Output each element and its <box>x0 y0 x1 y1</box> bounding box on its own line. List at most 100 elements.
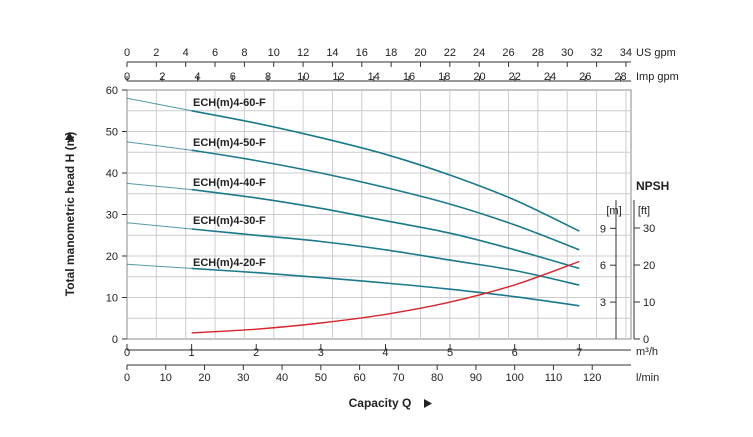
curve-label-ECH(m)4-20-F: ECH(m)4-20-F <box>193 257 266 269</box>
m3h-tick-label: 5 <box>447 347 453 359</box>
npsh-curve <box>191 260 580 334</box>
lmin-tick-label: 110 <box>545 372 563 384</box>
npsh-m-unit: [m] <box>606 205 621 217</box>
imp-gpm-tick-label: 4 <box>194 71 200 83</box>
head-curve-ECH(m)4-20-F-lowflow <box>126 263 192 269</box>
imp-gpm-tick-label: 6 <box>230 71 236 83</box>
imp-gpm-tick-label: 12 <box>332 71 344 83</box>
head-curve-ECH(m)4-60-F-lowflow <box>126 97 192 112</box>
us-gpm-tick-label: 0 <box>124 47 130 59</box>
x-title-arrow <box>424 399 432 408</box>
us-gpm-tick-label: 22 <box>444 47 456 59</box>
npsh-ft-tick-label: 20 <box>643 260 655 272</box>
head-tick-label: 10 <box>106 293 118 305</box>
lmin-tick-label: 60 <box>353 372 365 384</box>
chart-axes <box>122 61 640 370</box>
lmin-tick-label: 80 <box>431 372 443 384</box>
head-tick-label: 20 <box>106 251 118 263</box>
us-gpm-tick-label: 20 <box>414 47 426 59</box>
m3h-tick-label: 7 <box>576 347 582 359</box>
us-gpm-tick-label: 10 <box>268 47 280 59</box>
curve-label-ECH(m)4-30-F: ECH(m)4-30-F <box>193 215 266 227</box>
npsh-axis-title: NPSH <box>636 179 669 193</box>
us-gpm-tick-label: 18 <box>385 47 397 59</box>
us-gpm-tick-label: 14 <box>326 47 338 59</box>
imp-gpm-tick-label: 26 <box>579 71 591 83</box>
us-gpm-tick-label: 4 <box>183 47 189 59</box>
lmin-tick-label: 120 <box>583 372 601 384</box>
head-curves <box>126 97 580 307</box>
imp-gpm-tick-label: 24 <box>544 71 556 83</box>
us-gpm-tick-label: 2 <box>153 47 159 59</box>
us-gpm-tick-label: 12 <box>297 47 309 59</box>
us-gpm-tick-label: 34 <box>620 47 632 59</box>
us-gpm-tick-label: 24 <box>473 47 485 59</box>
head-tick-label: 60 <box>106 85 118 97</box>
lmin-tick-label: 70 <box>392 372 404 384</box>
m3h-tick-label: 2 <box>253 347 259 359</box>
us-gpm-tick-label: 30 <box>561 47 573 59</box>
imp-gpm-tick-label: 2 <box>159 71 165 83</box>
imp-gpm-tick-label: 14 <box>368 71 380 83</box>
imp-gpm-tick-label: 22 <box>509 71 521 83</box>
imp-gpm-tick-label: 10 <box>297 71 309 83</box>
m3h-tick-label: 6 <box>512 347 518 359</box>
lmin-tick-label: 50 <box>315 372 327 384</box>
npsh-ft-unit: [ft] <box>638 205 650 217</box>
lmin-tick-label: 40 <box>276 372 288 384</box>
head-curve-ECH(m)4-60-F <box>191 110 580 232</box>
head-tick-label: 40 <box>106 168 118 180</box>
x-axis-title: Capacity Q <box>349 396 412 410</box>
head-tick-label: 30 <box>106 210 118 222</box>
us-gpm-tick-label: 26 <box>502 47 514 59</box>
npsh-ft-tick-label: 0 <box>643 334 649 346</box>
lmin-tick-label: 20 <box>198 372 210 384</box>
npsh-m-tick-label: 6 <box>600 260 606 272</box>
us-gpm-tick-label: 8 <box>241 47 247 59</box>
us-gpm-tick-label: 16 <box>356 47 368 59</box>
head-curve-ECH(m)4-50-F-lowflow <box>126 141 192 151</box>
head-curve-ECH(m)4-20-F <box>191 267 580 307</box>
head-curve-ECH(m)4-30-F-lowflow <box>126 222 192 230</box>
y-axis-title: Total manometric head H (m) <box>63 132 77 296</box>
curve-label-ECH(m)4-50-F: ECH(m)4-50-F <box>193 137 266 149</box>
npsh-ft-tick-label: 30 <box>643 223 655 235</box>
imp-gpm-tick-label: 28 <box>614 71 626 83</box>
imp-gpm-tick-label: 0 <box>124 71 130 83</box>
us-gpm-tick-label: 28 <box>532 47 544 59</box>
us-gpm-unit-label: US gpm <box>636 47 676 59</box>
imp-gpm-tick-label: 20 <box>473 71 485 83</box>
m3h-tick-label: 1 <box>189 347 195 359</box>
lmin-tick-label: 100 <box>506 372 524 384</box>
y-title-arrow <box>65 132 74 140</box>
head-curve-ECH(m)4-50-F <box>191 149 580 251</box>
imp-gpm-tick-label: 18 <box>438 71 450 83</box>
head-curve-ECH(m)4-40-F <box>191 188 580 270</box>
lmin-tick-label: 90 <box>470 372 482 384</box>
lmin-tick-label: 0 <box>124 372 130 384</box>
us-gpm-tick-label: 32 <box>590 47 602 59</box>
m3h-tick-label: 0 <box>124 347 130 359</box>
npsh-ft-tick-label: 10 <box>643 297 655 309</box>
npsh-m-tick-label: 9 <box>600 223 606 235</box>
imp-gpm-unit-label: Imp gpm <box>636 71 679 83</box>
us-gpm-tick-label: 6 <box>212 47 218 59</box>
imp-gpm-tick-label: 16 <box>403 71 415 83</box>
lmin-tick-label: 30 <box>237 372 249 384</box>
npsh-m-tick-label: 3 <box>600 297 606 309</box>
m3h-tick-label: 3 <box>318 347 324 359</box>
head-tick-label: 0 <box>112 334 118 346</box>
lmin-tick-label: 10 <box>160 372 172 384</box>
head-curve-ECH(m)4-40-F-lowflow <box>126 182 192 191</box>
head-curve-ECH(m)4-30-F <box>191 228 580 286</box>
curve-label-ECH(m)4-40-F: ECH(m)4-40-F <box>193 177 266 189</box>
npsh-curve-group <box>191 260 580 334</box>
m3h-tick-label: 4 <box>382 347 388 359</box>
curve-label-ECH(m)4-60-F: ECH(m)4-60-F <box>193 97 266 109</box>
m3h-unit-label: m³/h <box>636 346 658 358</box>
imp-gpm-tick-label: 8 <box>265 71 271 83</box>
lmin-unit-label: l/min <box>636 372 659 384</box>
head-tick-label: 50 <box>106 127 118 139</box>
